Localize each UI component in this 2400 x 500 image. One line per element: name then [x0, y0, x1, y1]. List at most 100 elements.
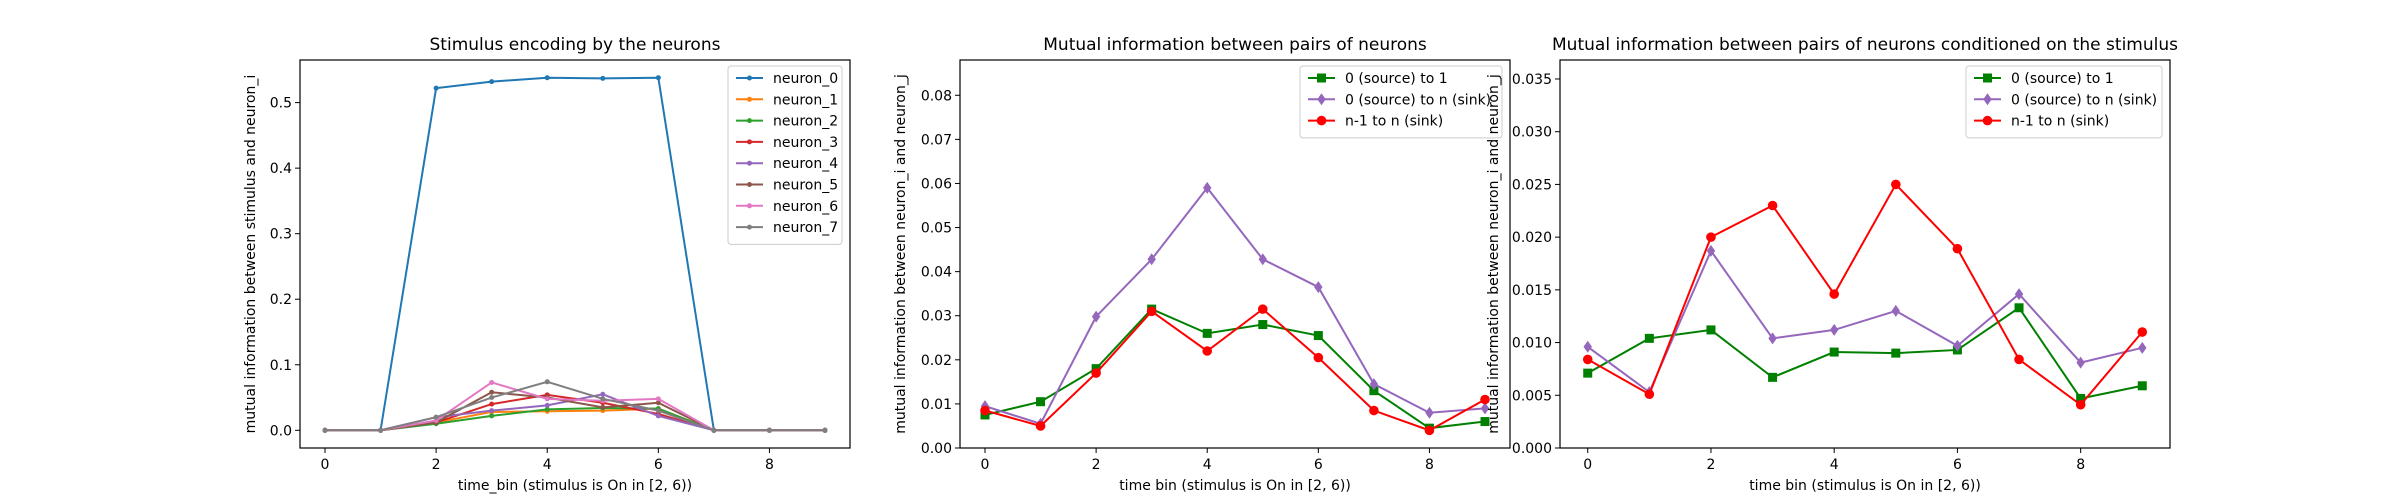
series-line: [325, 380, 825, 432]
data-point: [600, 391, 606, 397]
series-line: [984, 186, 1486, 425]
chart-title: Mutual information between pairs of neur…: [1552, 35, 2178, 55]
data-point: [1953, 339, 1962, 352]
x-axis-label: time_bin (stimulus is On in [2, 6)): [458, 478, 692, 494]
data-point: [2137, 327, 2148, 337]
legend-marker: [747, 182, 752, 187]
data-point: [2137, 381, 2147, 391]
legend: 0 (source) to 1 0 (source) to n (sink) n-1…: [1965, 65, 2163, 139]
data-point: [1706, 325, 1716, 335]
series-8: [322, 379, 828, 433]
y-tick-label: 0.06: [921, 176, 952, 192]
data-point: [489, 408, 495, 414]
series-2: [1583, 244, 2147, 399]
data-point: [1952, 243, 1963, 254]
legend-item: n-1 to n (sink): [1974, 114, 2109, 130]
data-point: [489, 79, 495, 85]
x-tick-label: 4: [1203, 457, 1212, 473]
data-point: [655, 75, 661, 81]
data-point: [1582, 354, 1593, 365]
legend-item: 0 (source) to 1: [1974, 71, 2114, 87]
data-point: [1583, 340, 1592, 353]
y-tick-label: 0.035: [1512, 72, 1552, 88]
x-tick-label: 0: [1583, 457, 1592, 473]
y-tick-label: 0.07: [921, 132, 952, 148]
y-tick-label: 0.000: [1512, 441, 1552, 457]
data-point: [1583, 368, 1593, 378]
data-point: [1258, 253, 1267, 266]
data-point: [1147, 253, 1156, 266]
legend-marker: [747, 203, 752, 209]
y-axis-label: mutual information between stimulus and …: [243, 75, 259, 434]
series-3: [980, 304, 1490, 436]
legend-label: neuron_6: [773, 199, 838, 215]
data-point: [322, 427, 328, 433]
legend-item: n-1 to n (sink): [1308, 114, 1443, 130]
x-tick-label: 8: [765, 457, 774, 473]
data-point: [2076, 356, 2085, 369]
legend-item: neuron_2: [736, 114, 838, 130]
x-tick-label: 4: [1830, 457, 1839, 473]
data-point: [980, 405, 990, 416]
data-point: [489, 389, 495, 395]
series-2: [980, 181, 1490, 430]
x-tick-label: 2: [432, 457, 441, 473]
data-point: [1829, 323, 1839, 336]
data-point: [1313, 331, 1323, 341]
data-point: [2014, 303, 2024, 313]
data-point: [600, 396, 606, 402]
legend-box: [1299, 65, 1503, 139]
legend-item: neuron_0: [736, 71, 838, 87]
legend-marker: [747, 75, 752, 81]
legend-marker: [1317, 93, 1326, 106]
data-point: [766, 427, 772, 433]
data-point: [1480, 402, 1490, 415]
legend-label: 0 (source) to 1: [1345, 71, 1448, 87]
x-axis-label: time bin (stimulus is On in [2, 6)): [1119, 478, 1351, 494]
y-tick-label: 0.00: [921, 441, 952, 457]
data-point: [655, 400, 661, 406]
legend-box: [1965, 65, 2163, 139]
legend-marker: [747, 139, 752, 145]
data-point: [2075, 399, 2086, 410]
data-point: [1829, 289, 1839, 299]
data-point: [1035, 421, 1046, 431]
legend-marker: [1317, 73, 1326, 83]
data-point: [822, 427, 828, 433]
legend-label: 0 (source) to n (sink): [1345, 92, 1491, 108]
plot-frame: [959, 59, 1511, 449]
data-point: [1891, 348, 1901, 358]
data-point: [1425, 406, 1434, 419]
legend-label: neuron_5: [773, 178, 838, 194]
data-point: [378, 427, 384, 433]
series-line: [1587, 306, 2143, 400]
x-tick-label: 0: [981, 457, 990, 473]
data-point: [544, 402, 550, 408]
series-1: [980, 304, 1490, 433]
data-point: [711, 427, 717, 433]
data-point: [1891, 179, 1901, 190]
y-axis-label: mutual information between neuron_i and …: [893, 74, 909, 434]
y-tick-label: 0.2: [270, 292, 292, 308]
legend-marker: [1983, 93, 1992, 106]
data-point: [600, 75, 606, 81]
data-point: [1313, 352, 1324, 363]
data-point: [600, 404, 606, 410]
data-point: [544, 75, 550, 81]
legend-label: neuron_1: [773, 92, 838, 108]
x-tick-label: 0: [321, 457, 330, 473]
legend-item: neuron_1: [736, 92, 838, 108]
data-point: [1257, 304, 1268, 314]
legend-label: neuron_4: [773, 156, 838, 172]
data-point: [655, 408, 661, 414]
data-point: [1314, 281, 1323, 294]
x-tick-label: 2: [1092, 457, 1101, 473]
legend-item: neuron_7: [736, 220, 838, 236]
y-tick-label: 0.0: [270, 423, 292, 439]
y-tick-label: 0.01: [921, 397, 952, 413]
x-tick-label: 6: [654, 457, 663, 473]
legend-item: 0 (source) to n (sink): [1308, 92, 1491, 108]
data-point: [1369, 386, 1379, 396]
data-point: [489, 401, 495, 407]
